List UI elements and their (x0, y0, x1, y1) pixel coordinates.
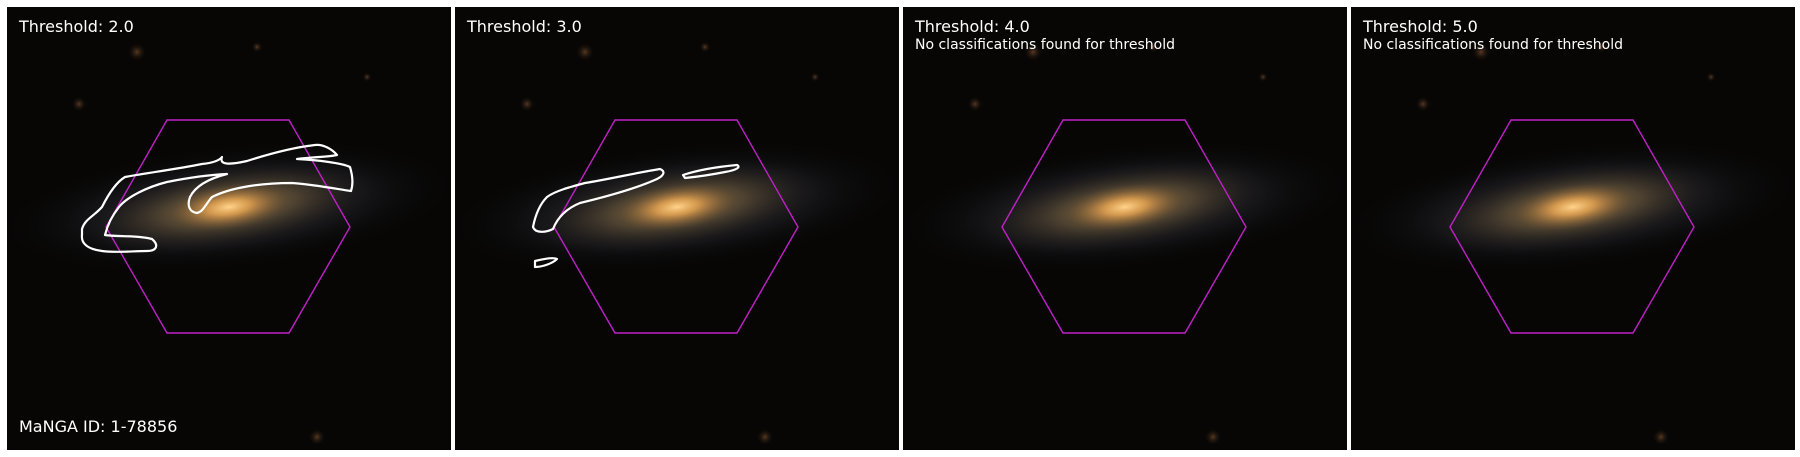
galaxy-image (1351, 7, 1795, 450)
panel-subtitle: No classifications found for threshold (915, 37, 1175, 53)
galaxy-image (7, 7, 451, 450)
hexagon-outline (1449, 119, 1695, 334)
panel-subtitle: No classifications found for threshold (1363, 37, 1623, 53)
hexagon-outline (105, 119, 351, 334)
panel-title: Threshold: 2.0 (19, 17, 134, 36)
contour-line (531, 167, 665, 233)
panel-title: Threshold: 4.0 (915, 17, 1030, 36)
galaxy-image (903, 7, 1347, 450)
contour-line (80, 143, 354, 253)
panel-title: Threshold: 3.0 (467, 17, 582, 36)
threshold-panel-3: Threshold: 3.0 (455, 7, 899, 450)
contour-line (533, 257, 559, 269)
hexagon-outline (1001, 119, 1247, 334)
contour-line (681, 163, 740, 180)
panel-title: Threshold: 5.0 (1363, 17, 1478, 36)
galaxy-image (455, 7, 899, 450)
manga-id-label: MaNGA ID: 1-78856 (19, 417, 178, 436)
threshold-panel-4: Threshold: 4.0 No classifications found … (903, 7, 1347, 450)
threshold-panel-5: Threshold: 5.0 No classifications found … (1351, 7, 1795, 450)
threshold-panel-2: Threshold: 2.0 MaNGA ID: 1-78856 (7, 7, 451, 450)
